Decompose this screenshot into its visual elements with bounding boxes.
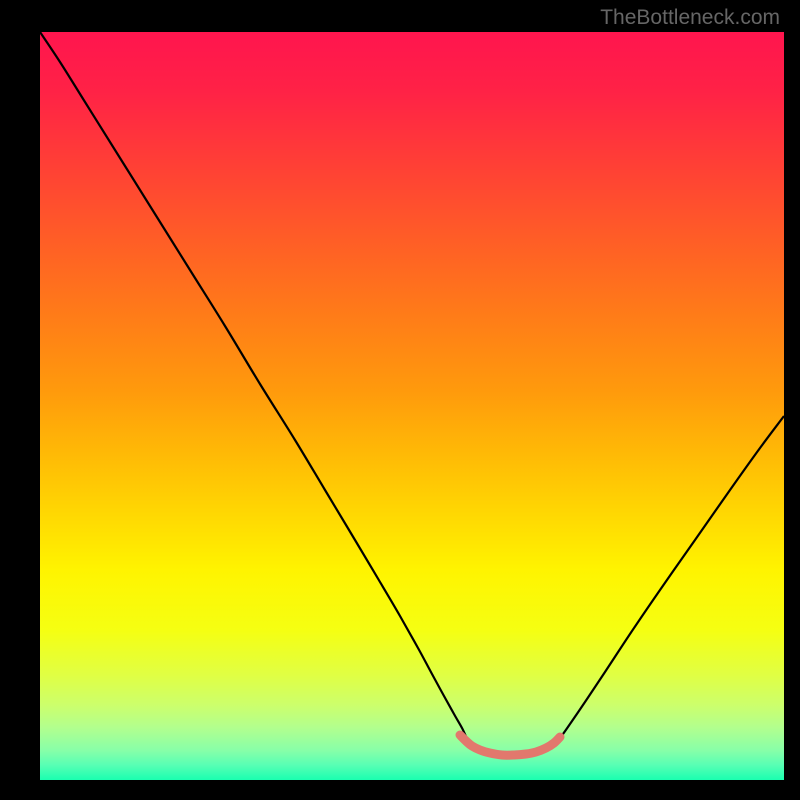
bottleneck-chart: TheBottleneck.com xyxy=(0,0,800,800)
chart-background xyxy=(40,32,784,780)
watermark-text: TheBottleneck.com xyxy=(600,6,780,30)
chart-svg xyxy=(0,0,800,800)
